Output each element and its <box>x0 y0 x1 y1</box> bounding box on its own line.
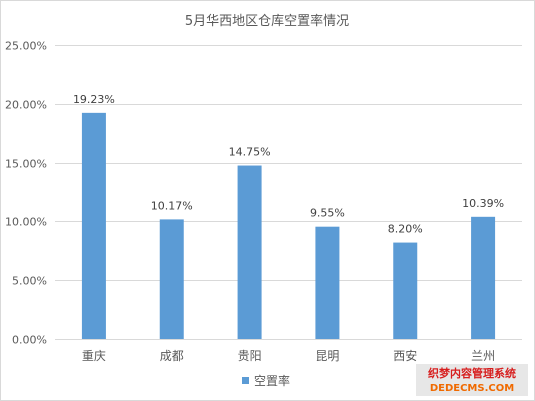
y-tick-label: 25.00% <box>5 40 47 53</box>
bar <box>471 216 496 339</box>
data-label: 10.39% <box>462 197 504 210</box>
y-tick-label: 15.00% <box>5 158 47 171</box>
data-label: 19.23% <box>73 93 115 106</box>
legend-label: 空置率 <box>254 373 290 388</box>
svg-text:织梦内容管理系统: 织梦内容管理系统 <box>428 366 516 380</box>
chart-title: 5月华西地区仓库空置率情况 <box>185 13 349 29</box>
svg-text:DEDECMS.COM: DEDECMS.COM <box>430 383 514 394</box>
bars <box>81 112 496 340</box>
y-tick-label: 5.00% <box>12 275 47 288</box>
x-axis-ticks: 重庆 成都 贵阳 昆明 西安 兰州 <box>82 348 495 363</box>
gridlines <box>55 45 522 340</box>
watermark-logo: 织梦内容管理系统 DEDECMS.COM <box>416 364 528 396</box>
bar <box>81 112 106 340</box>
bar <box>393 242 418 339</box>
x-tick-label: 昆明 <box>315 349 339 363</box>
bar <box>159 219 184 339</box>
y-tick-label: 0.00% <box>12 334 47 347</box>
y-tick-label: 10.00% <box>5 216 47 229</box>
legend: 空置率 <box>242 373 290 388</box>
x-tick-label: 重庆 <box>82 349 106 363</box>
data-label: 9.55% <box>310 207 345 220</box>
x-tick-label: 成都 <box>160 349 184 363</box>
bar <box>237 165 262 339</box>
x-tick-label: 贵阳 <box>238 349 262 363</box>
data-labels: 19.23% 10.17% 14.75% 9.55% 8.20% 10.39% <box>73 93 504 236</box>
data-label: 14.75% <box>229 146 271 159</box>
x-tick-label: 西安 <box>393 348 417 363</box>
y-tick-label: 20.00% <box>5 99 47 112</box>
y-axis-ticks: 0.00% 5.00% 10.00% 15.00% 20.00% 25.00% <box>5 40 47 347</box>
data-label: 10.17% <box>151 199 193 212</box>
x-tick-label: 兰州 <box>471 349 495 363</box>
data-label: 8.20% <box>388 223 423 236</box>
legend-swatch <box>242 377 249 384</box>
bar <box>315 226 340 339</box>
